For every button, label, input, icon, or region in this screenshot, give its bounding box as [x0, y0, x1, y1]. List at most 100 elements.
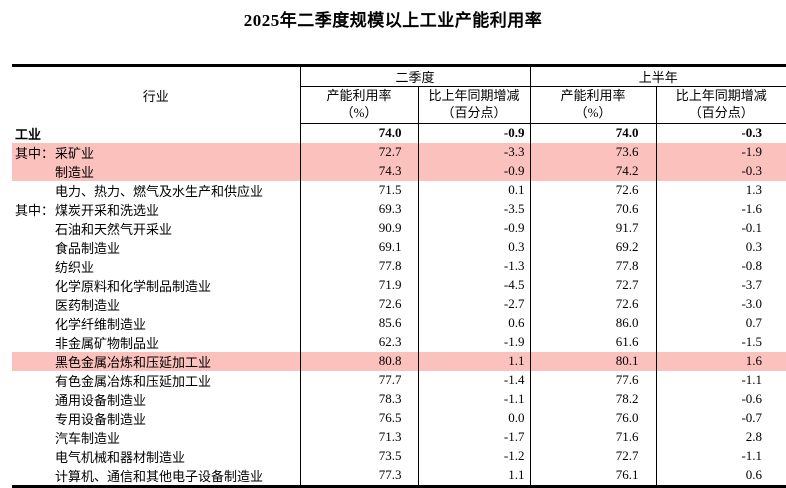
value-cell: 0.3: [418, 237, 531, 257]
industry-cell: 通用设备制造业: [12, 389, 301, 409]
industry-name: 化学纤维制造业: [55, 316, 147, 332]
value-cell: -3.7: [741, 277, 763, 293]
value-cell: 77.8: [300, 256, 419, 276]
h1-change-header: 比上年同期增减 （百分点）: [656, 86, 786, 124]
value-cell: -0.6: [741, 391, 763, 407]
value-cell: 71.6: [530, 427, 657, 447]
value-cell: 85.6: [300, 313, 419, 333]
table-body: 工业 74.0 -0.9 74.0 -0.3 其中：采矿业 72.7 -3.3 73.6 -1.9…: [12, 123, 786, 487]
capacity-utilization-table: 行业 二季度 上半年 产能利用率 （%） 比上年同期增减 （百分点） 产能利用率…: [12, 64, 786, 488]
value-cell: -0.3: [656, 161, 786, 181]
table-row: 计算机、通信和其他电子设备制造业 77.3 1.1 76.1 0.6: [12, 465, 786, 487]
value-cell: 73.6: [530, 142, 657, 162]
value-cell: 77.7: [300, 370, 419, 390]
value-cell: 72.6: [530, 180, 657, 200]
q2-group-header: 二季度: [300, 65, 531, 87]
value-cell: 91.7: [530, 218, 657, 238]
value-cell: -1.9: [656, 142, 786, 162]
value-cell: -0.9: [418, 161, 531, 181]
value-cell: 77.8: [530, 256, 657, 276]
value-cell: 73.5: [300, 446, 419, 466]
value-cell: 74.0: [300, 123, 419, 143]
industry-name: 工业: [15, 126, 42, 142]
value-cell: -1.1: [418, 389, 531, 409]
value-cell: 78.3: [300, 389, 419, 409]
value-cell: -1.4: [418, 370, 531, 390]
industry-cell: 非金属矿物制品业: [12, 332, 301, 352]
table-row: 通用设备制造业 78.3 -1.1 78.2 -0.6: [12, 389, 786, 409]
value-cell: 61.6: [530, 332, 657, 352]
header-line: （百分点）: [441, 105, 507, 120]
value-cell: 77.6: [530, 370, 657, 390]
value-cell: 71.5: [300, 180, 419, 200]
value-cell: 0.6: [745, 467, 763, 483]
value-cell: -1.9: [418, 332, 531, 352]
industry-cell: 其中：采矿业: [12, 142, 301, 162]
industry-name: 专用设备制造业: [55, 411, 147, 427]
value-cell: 77.3: [300, 465, 419, 487]
table-row: 电力、热力、燃气及水生产和供应业 71.5 0.1 72.6 1.3: [12, 180, 786, 200]
industry-cell: 其中：煤炭开采和洗选业: [12, 199, 301, 219]
value-cell: 72.7: [530, 446, 657, 466]
value-cell: 78.2: [530, 389, 657, 409]
value-cell: 76.5: [300, 408, 419, 428]
value-cell: 2.8: [745, 429, 763, 445]
value-cell: 69.2: [530, 237, 657, 257]
q2-utilization-header: 产能利用率 （%）: [300, 86, 419, 124]
value-cell: 0.1: [418, 180, 531, 200]
industry-name: 食品制造业: [55, 240, 121, 256]
value-cell: 72.6: [530, 294, 657, 314]
industry-cell: 工业: [12, 123, 301, 143]
value-cell: 80.1: [530, 351, 657, 371]
value-cell: -0.9: [418, 218, 531, 238]
value-cell: 90.9: [300, 218, 419, 238]
industry-name: 黑色金属冶炼和压延加工业: [55, 354, 212, 370]
header-line: （%）: [574, 105, 612, 120]
table-row: 非金属矿物制品业 62.3 -1.9 61.6 -1.5: [12, 332, 786, 352]
industry-name: 制造业: [55, 164, 95, 180]
industry-name: 汽车制造业: [55, 430, 121, 446]
table-row: 有色金属冶炼和压延加工业 77.7 -1.4 77.6 -1.1: [12, 370, 786, 390]
table-row: 医药制造业 72.6 -2.7 72.6 -3.0: [12, 294, 786, 314]
value-cell: 69.3: [300, 199, 419, 219]
industry-cell: 食品制造业: [12, 237, 301, 257]
group-header-row: 行业 二季度 上半年: [12, 65, 786, 124]
header-line: （%）: [340, 105, 378, 120]
value-cell: 0.7: [745, 315, 763, 331]
value-cell: 80.8: [300, 351, 419, 371]
value-cell: 74.0: [530, 123, 657, 143]
value-cell: -0.8: [741, 258, 763, 274]
industry-name: 化学原料和化学制品制造业: [55, 278, 212, 294]
industry-name: 煤炭开采和洗选业: [55, 202, 160, 218]
industry-name: 电气机械和器材制造业: [55, 449, 186, 465]
value-cell: -1.6: [741, 201, 763, 217]
header-line: 产能利用率: [326, 88, 392, 104]
industry-name: 采矿业: [55, 145, 95, 161]
value-cell: -1.1: [741, 372, 763, 388]
value-cell: -0.3: [741, 125, 763, 141]
value-cell: 1.1: [418, 465, 531, 487]
value-cell: 69.1: [300, 237, 419, 257]
table-row: 工业 74.0 -0.9 74.0 -0.3: [12, 123, 786, 143]
header-line: 比上年同期增减: [428, 88, 520, 104]
industry-cell: 制造业: [12, 161, 301, 181]
value-cell: -1.2: [418, 446, 531, 466]
table-row: 石油和天然气开采业 90.9 -0.9 91.7 -0.1: [12, 218, 786, 238]
industry-cell: 化学原料和化学制品制造业: [12, 275, 301, 295]
industry-cell: 计算机、通信和其他电子设备制造业: [12, 465, 301, 487]
industry-name: 计算机、通信和其他电子设备制造业: [55, 468, 264, 484]
header-line: （百分点）: [688, 105, 754, 120]
value-cell: 71.3: [300, 427, 419, 447]
industry-name: 通用设备制造业: [55, 392, 147, 408]
industry-name: 非金属矿物制品业: [55, 335, 160, 351]
table-row: 黑色金属冶炼和压延加工业 80.8 1.1 80.1 1.6: [12, 351, 786, 371]
value-cell: 1.3: [745, 182, 763, 198]
industry-name: 石油和天然气开采业: [55, 221, 173, 237]
industry-column-header: 行业: [12, 65, 301, 124]
value-cell: -3.0: [741, 296, 763, 312]
value-cell: 72.6: [300, 294, 419, 314]
value-cell: -4.5: [418, 275, 531, 295]
value-cell: -0.7: [741, 410, 763, 426]
industry-name: 有色金属冶炼和压延加工业: [55, 373, 212, 389]
